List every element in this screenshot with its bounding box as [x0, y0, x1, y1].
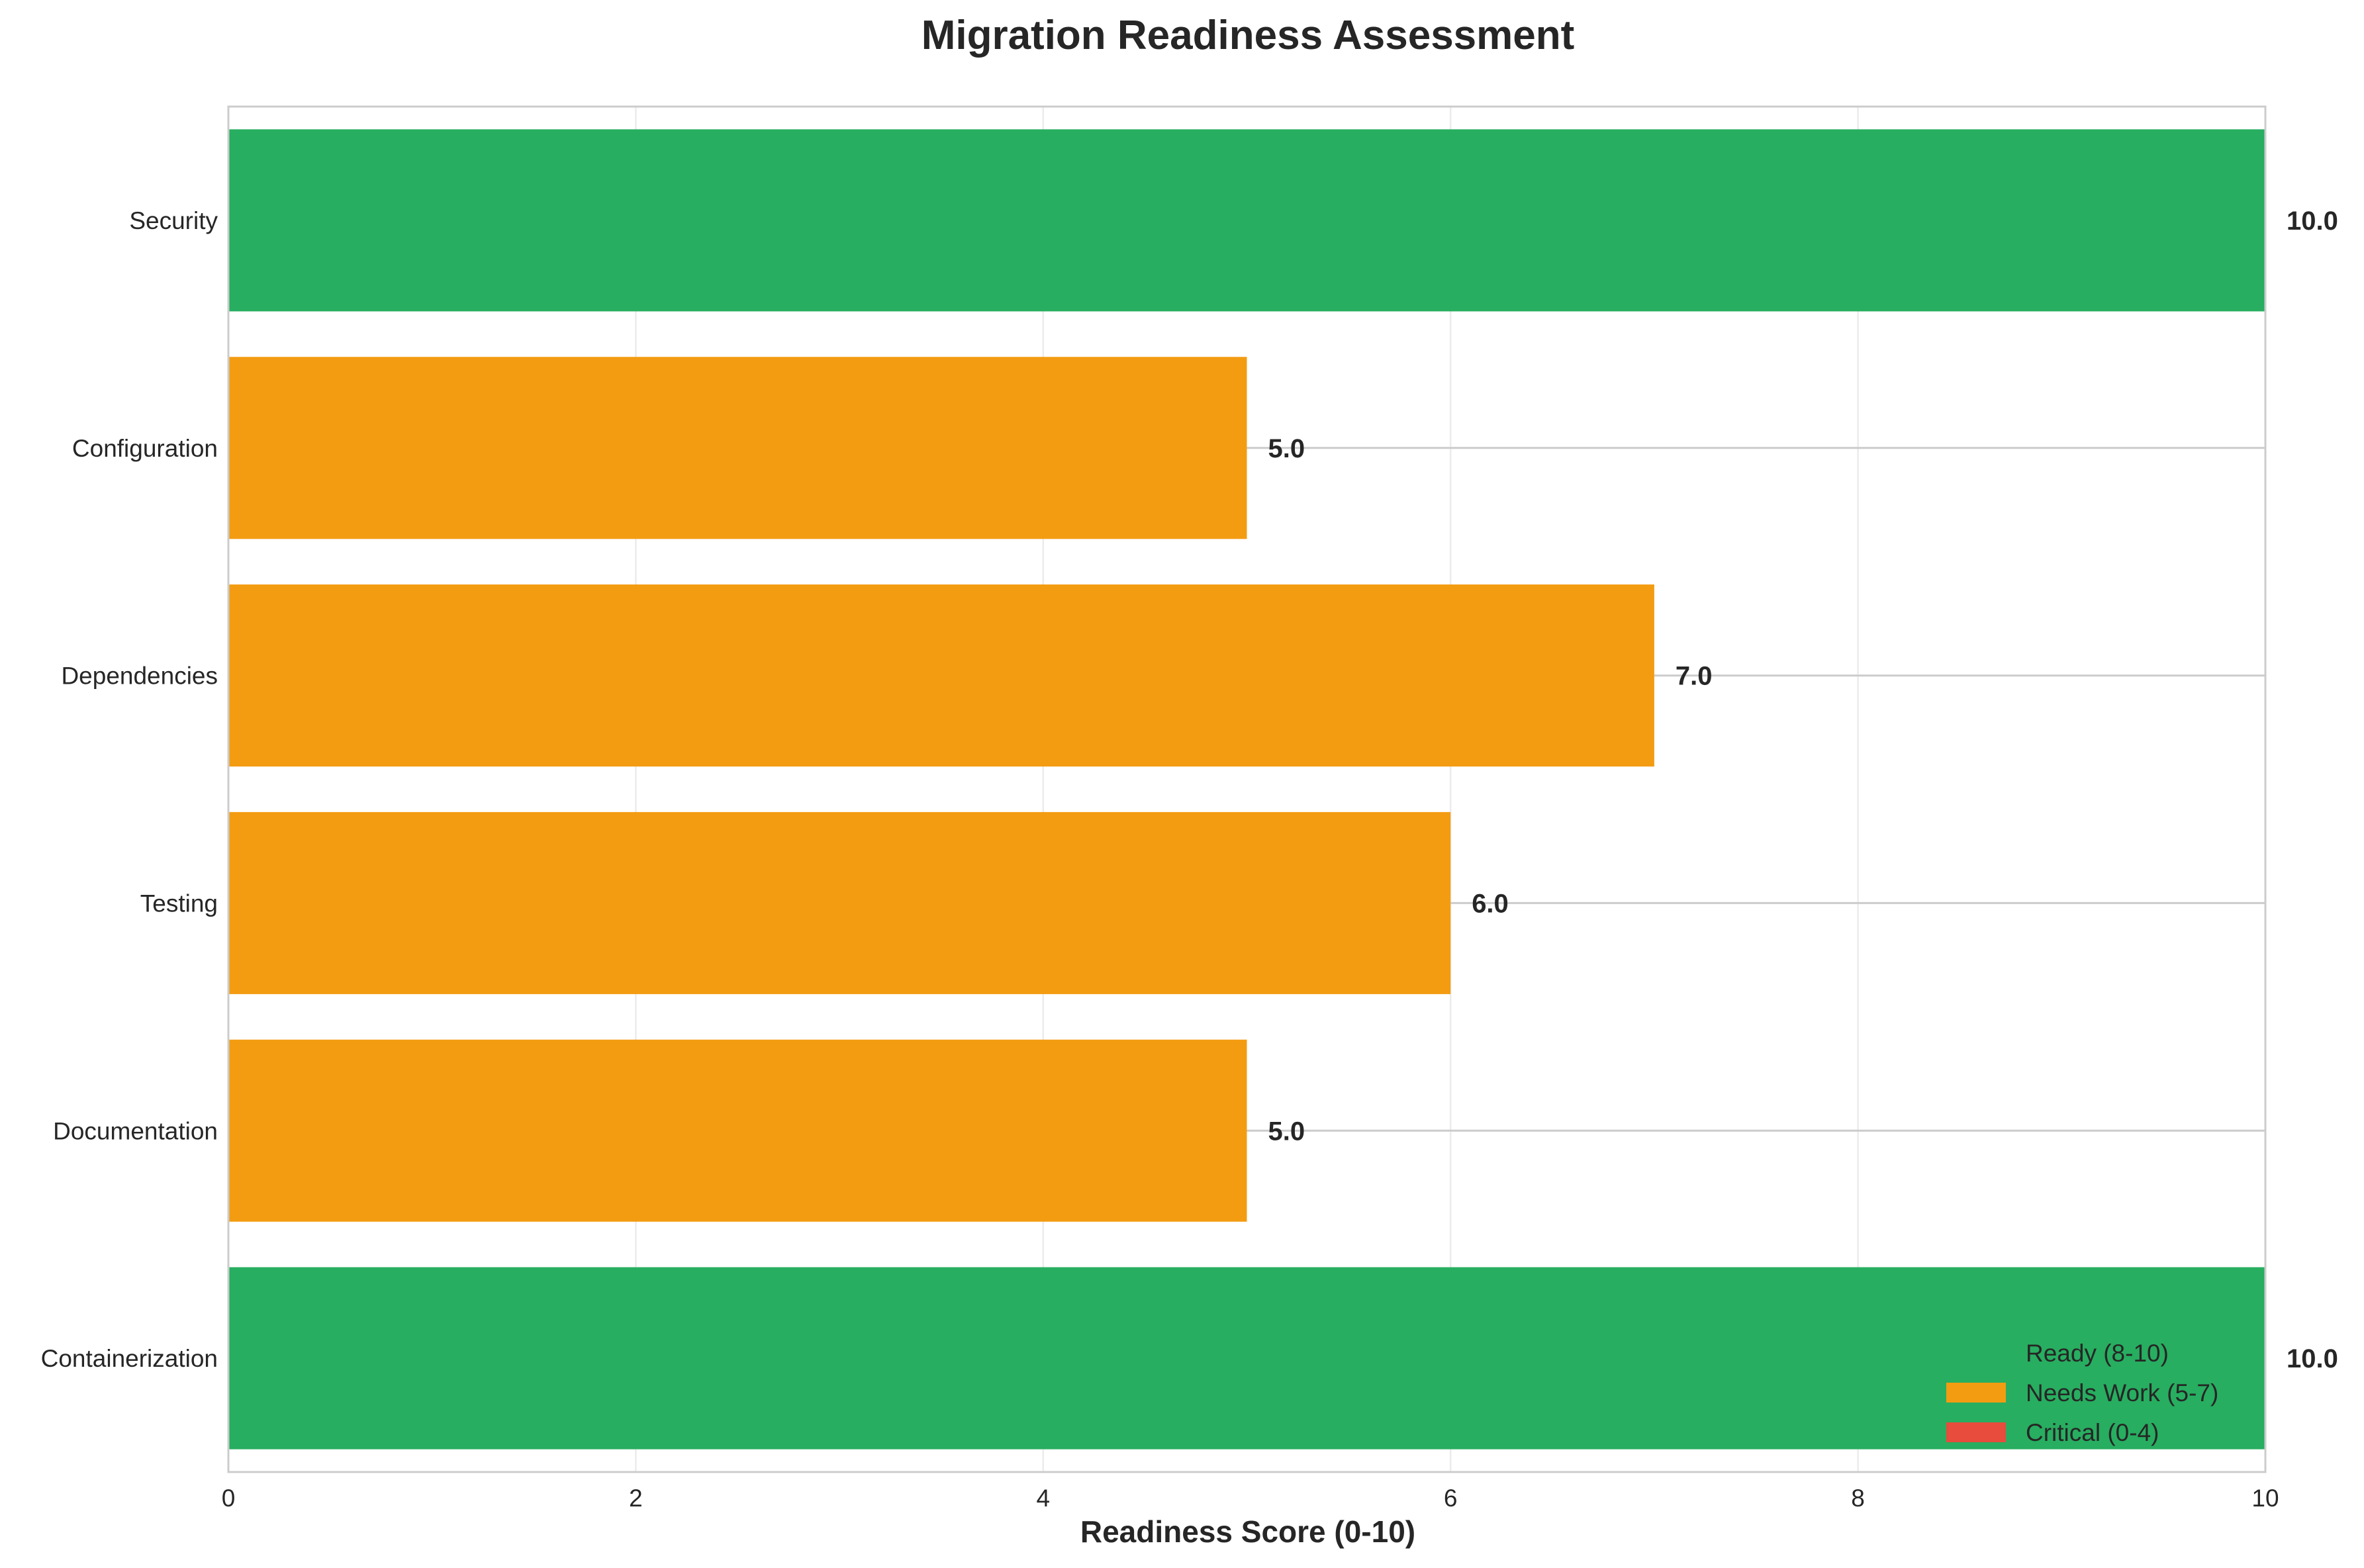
bar-configuration	[228, 357, 1247, 539]
value-label: 10.0	[2287, 207, 2338, 236]
bar-dependencies	[228, 584, 1654, 767]
chart-title: Migration Readiness Assessment	[922, 13, 1575, 58]
plot-frame	[227, 105, 2267, 1473]
value-label: 5.0	[1268, 1117, 1305, 1146]
value-label: 6.0	[1472, 889, 1509, 918]
y-axis-categories: Security Configuration Dependencies Testing…	[41, 207, 218, 1372]
legend-swatch-needs_work	[1946, 1383, 2006, 1403]
x-tick-label: 10	[2251, 1485, 2279, 1512]
y-tick-label: Security	[129, 207, 218, 234]
legend-label-critical: Critical (0-4)	[2026, 1419, 2159, 1446]
y-tick-label: Containerization	[41, 1345, 218, 1372]
bar-documentation	[228, 1039, 1247, 1222]
x-tick-label: 6	[1444, 1485, 1458, 1512]
x-tick-label: 2	[629, 1485, 643, 1512]
x-axis-ticks: 0 2 4 6 8 10	[222, 1485, 2279, 1512]
x-tick-label: 8	[1851, 1485, 1865, 1512]
y-tick-label: Configuration	[72, 435, 218, 462]
bar-testing	[228, 811, 1451, 994]
bar-guide-lines	[1247, 447, 2265, 1132]
y-tick-label: Testing	[140, 890, 218, 917]
x-tick-label: 4	[1037, 1485, 1051, 1512]
bars	[228, 129, 2265, 1450]
value-labels: 10.0 5.0 7.0 6.0 5.0 10.0	[1268, 207, 2338, 1373]
y-tick-label: Documentation	[53, 1117, 218, 1144]
bar-security	[228, 129, 2265, 312]
legend-swatch-critical	[1946, 1422, 2006, 1442]
legend: Ready (8-10) Needs Work (5-7) Critical (0-…	[1946, 1340, 2218, 1446]
x-tick-label: 0	[222, 1485, 236, 1512]
y-tick-label: Dependencies	[61, 663, 218, 690]
bar-containerization	[228, 1267, 2265, 1450]
value-label: 5.0	[1268, 434, 1305, 463]
legend-label-needs_work: Needs Work (5-7)	[2026, 1379, 2218, 1407]
x-axis-label: Readiness Score (0-10)	[1080, 1514, 1415, 1549]
value-label: 7.0	[1676, 662, 1713, 691]
value-label: 10.0	[2287, 1344, 2338, 1373]
legend-label-ready: Ready (8-10)	[2026, 1340, 2169, 1367]
